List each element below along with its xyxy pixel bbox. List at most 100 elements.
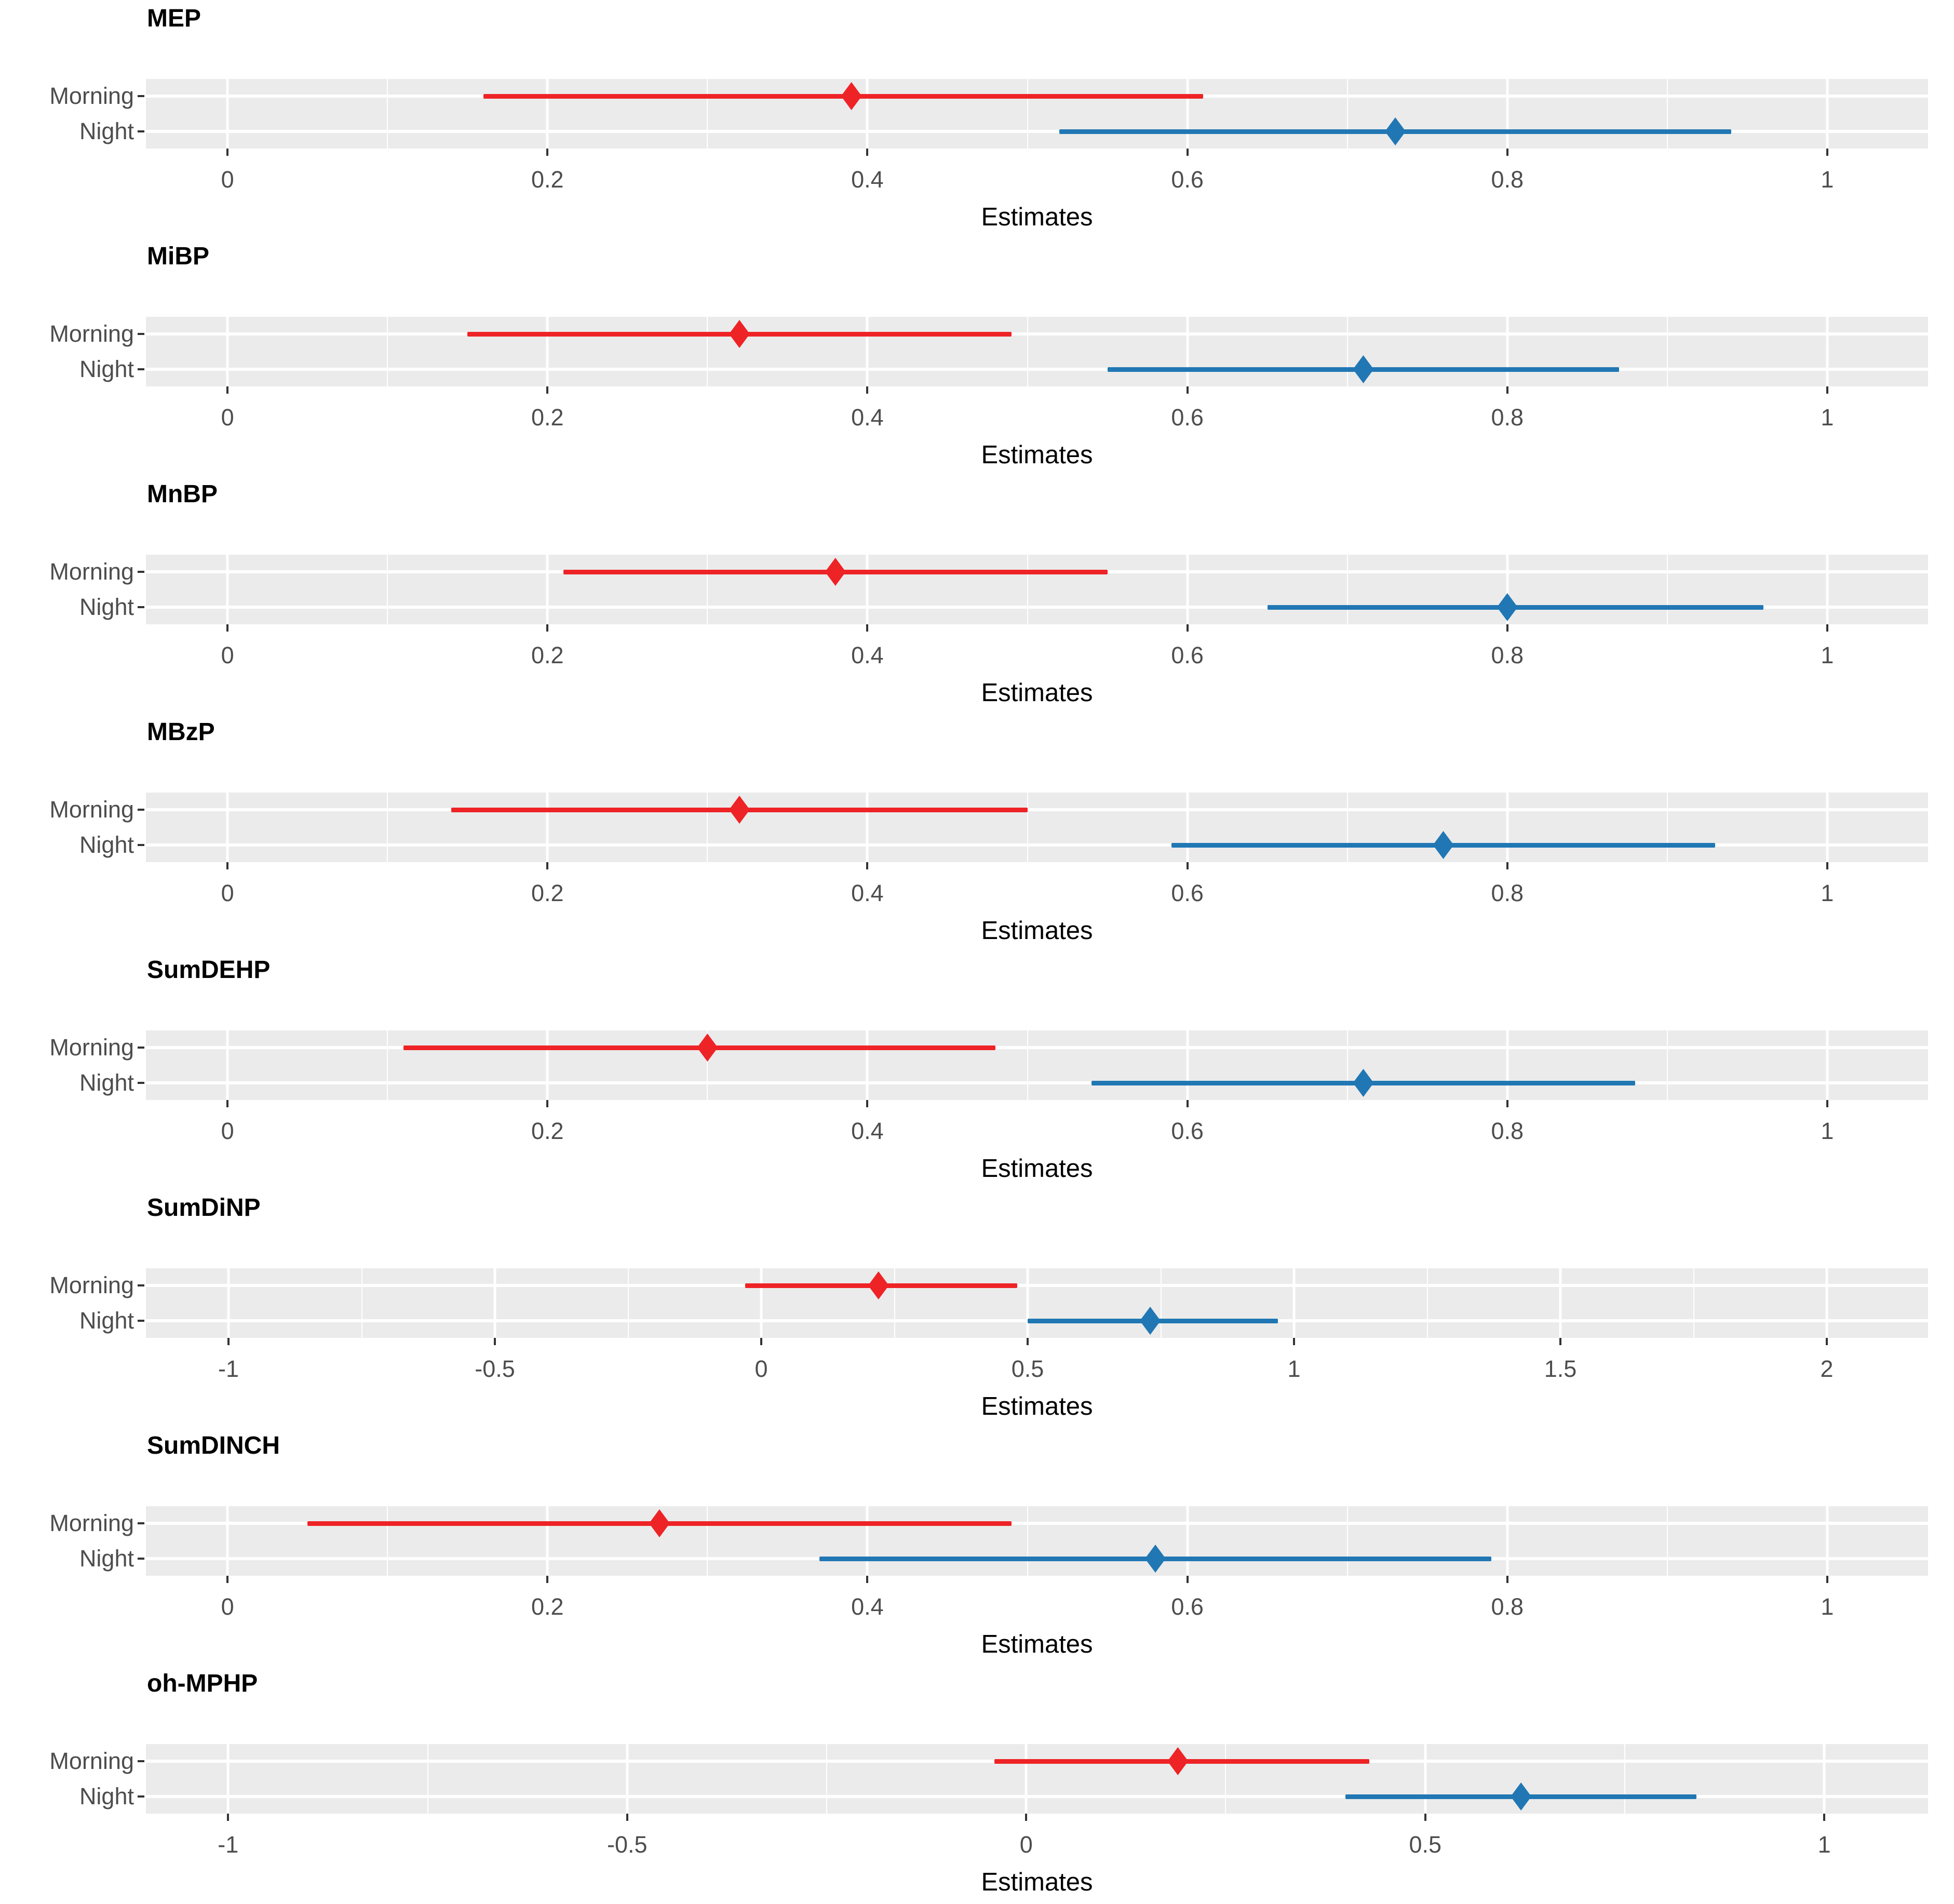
major-gridline: [1826, 793, 1829, 862]
major-gridline: [1424, 1744, 1427, 1814]
x-axis: 0 0.2 0.4 0.6 0.8 1 Estimates: [146, 1100, 1928, 1189]
x-tick-label: 0.2: [531, 1118, 564, 1144]
major-gridline: [546, 317, 549, 386]
x-axis-title: Estimates: [981, 1392, 1093, 1420]
major-gridline: [226, 79, 229, 149]
minor-gridline: [1346, 79, 1348, 149]
major-gridline: [1292, 1268, 1296, 1338]
y-axis-label-morning: Morning: [49, 1510, 134, 1536]
point-marker-night: [1353, 1069, 1374, 1097]
row-gridline: [146, 130, 1928, 133]
panel-SumDiNP: SumDiNP Morning Night -1 -0.5 0 0.5 1 1.5 2 Estima…: [0, 1189, 1954, 1427]
major-gridline: [1186, 79, 1189, 149]
major-gridline: [866, 317, 869, 386]
panel-title: SumDiNP: [147, 1194, 261, 1222]
y-axis-label-night: Night: [79, 118, 134, 144]
y-tick-mark: [138, 1320, 144, 1322]
major-gridline: [1186, 317, 1189, 386]
x-tick-label: 0.4: [851, 880, 884, 906]
x-tick-label: 1: [1287, 1356, 1301, 1382]
x-axis-title: Estimates: [981, 441, 1093, 469]
x-tick-label: 0.6: [1171, 404, 1204, 431]
point-marker-morning: [649, 1509, 670, 1537]
point-marker-morning: [825, 558, 846, 586]
major-gridline: [1825, 1268, 1828, 1338]
major-gridline: [866, 79, 869, 149]
x-tick-label: 0.6: [1171, 1593, 1204, 1620]
minor-gridline: [427, 1744, 428, 1814]
y-tick-mark: [138, 571, 144, 573]
y-axis-label-morning: Morning: [49, 558, 134, 585]
minor-gridline: [707, 555, 708, 624]
point-marker-night: [1353, 355, 1374, 383]
major-gridline: [866, 1506, 869, 1576]
x-tick-mark: [494, 1338, 496, 1345]
minor-gridline: [1027, 1506, 1028, 1576]
y-tick-mark: [138, 333, 144, 335]
x-axis: 0 0.2 0.4 0.6 0.8 1 Estimates: [146, 1576, 1928, 1665]
x-tick-mark: [226, 624, 229, 632]
major-gridline: [1826, 1030, 1829, 1100]
x-tick-mark: [1186, 386, 1189, 394]
major-gridline: [1506, 793, 1509, 862]
x-tick-mark: [226, 862, 229, 869]
x-axis-title: Estimates: [981, 1155, 1093, 1183]
panel-MBzP: MBzP Morning Night 0 0.2 0.4 0.6 0.8 1 Estimates: [0, 714, 1954, 951]
x-tick-mark: [866, 1100, 869, 1107]
minor-gridline: [1346, 1506, 1348, 1576]
major-gridline: [226, 1744, 230, 1814]
x-tick-mark: [227, 1814, 230, 1821]
row-gridline: [146, 1522, 1928, 1525]
x-tick-label: 0: [221, 642, 234, 668]
minor-gridline: [1346, 555, 1348, 624]
panel-SumDINCH: SumDINCH Morning Night 0 0.2 0.4 0.6 0.8 1 Estima…: [0, 1427, 1954, 1665]
x-tick-label: 1.5: [1544, 1356, 1577, 1382]
point-marker-night: [1433, 831, 1454, 859]
panel-MnBP: MnBP Morning Night 0 0.2 0.4 0.6 0.8 1 Estimates: [0, 476, 1954, 714]
row-gridline: [146, 606, 1928, 609]
plot-area: [146, 317, 1928, 386]
x-axis: 0 0.2 0.4 0.6 0.8 1 Estimates: [146, 386, 1928, 476]
x-tick-label: 1: [1821, 880, 1834, 906]
major-gridline: [1826, 79, 1829, 149]
x-tick-mark: [1826, 1338, 1828, 1345]
major-gridline: [1506, 1030, 1509, 1100]
panel-title: SumDINCH: [147, 1432, 280, 1459]
x-tick-label: 1: [1821, 642, 1834, 668]
y-axis-label-night: Night: [79, 1545, 134, 1572]
major-gridline: [546, 793, 549, 862]
x-axis: 0 0.2 0.4 0.6 0.8 1 Estimates: [146, 624, 1928, 714]
x-tick-label: 0.2: [531, 880, 564, 906]
x-axis: -1 -0.5 0 0.5 1 Estimates: [146, 1814, 1928, 1903]
major-gridline: [493, 1268, 496, 1338]
plot-area: [146, 79, 1928, 149]
x-tick-label: 0.6: [1171, 1118, 1204, 1144]
major-gridline: [1186, 793, 1189, 862]
minor-gridline: [1225, 1744, 1227, 1814]
y-tick-mark: [138, 368, 144, 370]
x-tick-label: -1: [218, 1356, 239, 1382]
x-tick-label: 0.4: [851, 642, 884, 668]
panel-title: oh-MPHP: [147, 1670, 258, 1697]
minor-gridline: [707, 79, 708, 149]
x-axis-title: Estimates: [981, 917, 1093, 945]
minor-gridline: [387, 1030, 388, 1100]
x-tick-mark: [1826, 862, 1828, 869]
minor-gridline: [387, 793, 388, 862]
minor-gridline: [361, 1268, 362, 1338]
x-tick-label: 0.4: [851, 1118, 884, 1144]
x-tick-label: 0.4: [851, 166, 884, 193]
x-tick-label: 0.4: [851, 404, 884, 431]
x-tick-mark: [1424, 1814, 1426, 1821]
minor-gridline: [1346, 1030, 1348, 1100]
x-tick-mark: [760, 1338, 763, 1345]
y-axis-label-night: Night: [79, 356, 134, 382]
minor-gridline: [707, 1030, 708, 1100]
x-axis-title: Estimates: [981, 1868, 1093, 1896]
major-gridline: [1506, 317, 1509, 386]
major-gridline: [227, 1268, 230, 1338]
major-gridline: [1823, 1744, 1826, 1814]
minor-gridline: [1666, 317, 1668, 386]
y-tick-mark: [138, 606, 144, 608]
panel-title: MnBP: [147, 480, 218, 508]
